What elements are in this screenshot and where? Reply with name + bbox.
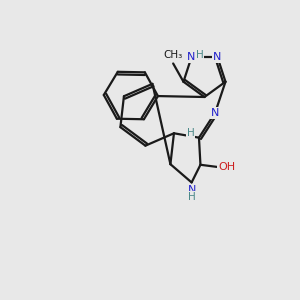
- Text: N: N: [213, 52, 222, 62]
- Text: N: N: [211, 108, 219, 118]
- Text: N: N: [188, 185, 196, 195]
- Text: CH₃: CH₃: [164, 50, 183, 60]
- Text: H: H: [187, 128, 195, 138]
- Text: H: H: [196, 50, 204, 60]
- Text: OH: OH: [218, 162, 236, 172]
- Text: H: H: [188, 192, 196, 202]
- Text: N: N: [187, 52, 196, 62]
